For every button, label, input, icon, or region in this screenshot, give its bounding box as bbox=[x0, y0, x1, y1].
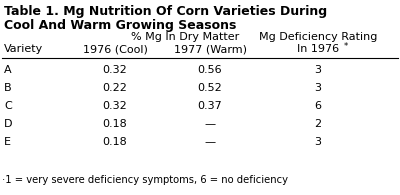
Text: 3: 3 bbox=[314, 83, 322, 93]
Text: 0.32: 0.32 bbox=[103, 65, 127, 75]
Text: 3: 3 bbox=[314, 65, 322, 75]
Text: B: B bbox=[4, 83, 12, 93]
Text: 2: 2 bbox=[314, 119, 322, 129]
Text: 0.32: 0.32 bbox=[103, 101, 127, 111]
Text: 6: 6 bbox=[314, 101, 322, 111]
Text: E: E bbox=[4, 137, 11, 147]
Text: D: D bbox=[4, 119, 12, 129]
Text: % Mg In Dry Matter: % Mg In Dry Matter bbox=[131, 32, 239, 42]
Text: A: A bbox=[4, 65, 12, 75]
Text: 0.56: 0.56 bbox=[198, 65, 222, 75]
Text: 0.52: 0.52 bbox=[198, 83, 222, 93]
Text: In 1976: In 1976 bbox=[297, 44, 339, 54]
Text: 0.22: 0.22 bbox=[102, 83, 128, 93]
Text: 0.18: 0.18 bbox=[103, 119, 127, 129]
Text: —: — bbox=[204, 119, 216, 129]
Text: Mg Deficiency Rating: Mg Deficiency Rating bbox=[259, 32, 377, 42]
Text: 1977 (Warm): 1977 (Warm) bbox=[174, 44, 246, 54]
Text: Variety: Variety bbox=[4, 44, 43, 54]
Text: —: — bbox=[204, 137, 216, 147]
Text: Table 1. Mg Nutrition Of Corn Varieties During: Table 1. Mg Nutrition Of Corn Varieties … bbox=[4, 5, 327, 18]
Text: C: C bbox=[4, 101, 12, 111]
Text: 1976 (Cool): 1976 (Cool) bbox=[82, 44, 148, 54]
Text: *: * bbox=[344, 42, 348, 51]
Text: Cool And Warm Growing Seasons: Cool And Warm Growing Seasons bbox=[4, 19, 236, 32]
Text: ·1 = very severe deficiency symptoms, 6 = no deficiency: ·1 = very severe deficiency symptoms, 6 … bbox=[2, 175, 288, 185]
Text: 3: 3 bbox=[314, 137, 322, 147]
Text: 0.37: 0.37 bbox=[198, 101, 222, 111]
Text: 0.18: 0.18 bbox=[103, 137, 127, 147]
